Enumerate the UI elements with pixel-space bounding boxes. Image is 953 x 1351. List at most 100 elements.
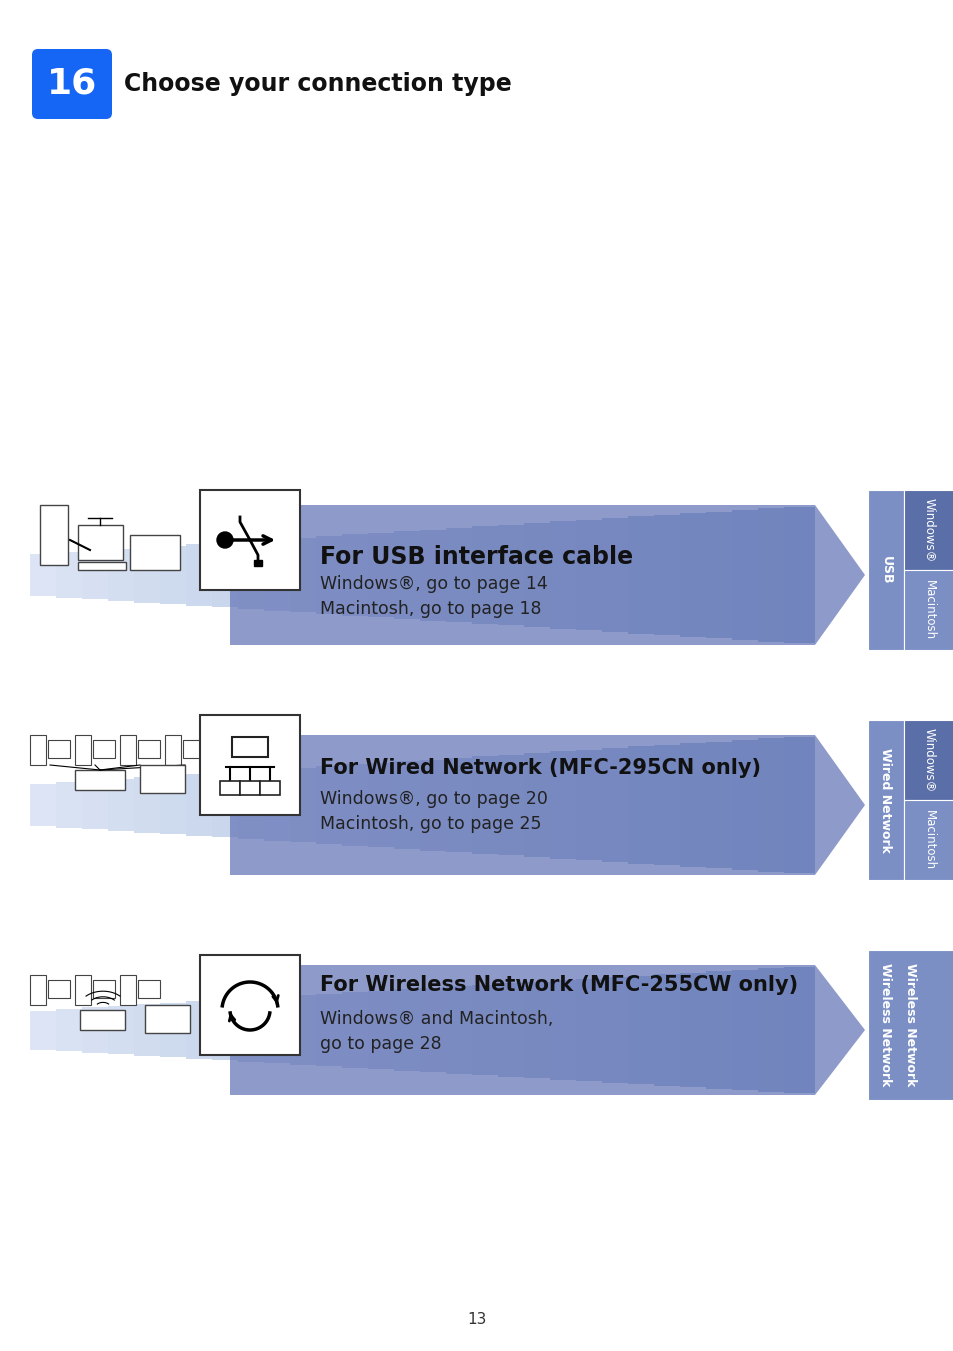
Polygon shape [341, 992, 370, 1067]
Text: Windows®: Windows® [922, 497, 935, 562]
Polygon shape [758, 508, 788, 642]
Polygon shape [654, 515, 683, 635]
Polygon shape [237, 998, 265, 1062]
Text: Macintosh: Macintosh [922, 580, 935, 640]
Polygon shape [315, 766, 344, 844]
Polygon shape [315, 536, 344, 613]
Polygon shape [419, 759, 448, 851]
Text: 13: 13 [467, 1313, 486, 1328]
Text: USB: USB [879, 555, 892, 584]
FancyBboxPatch shape [140, 765, 185, 793]
Polygon shape [290, 996, 317, 1065]
FancyBboxPatch shape [30, 735, 46, 765]
FancyBboxPatch shape [232, 738, 268, 757]
FancyBboxPatch shape [30, 975, 46, 1005]
Polygon shape [419, 530, 448, 620]
Polygon shape [160, 546, 187, 604]
Polygon shape [705, 971, 736, 1089]
Polygon shape [394, 989, 422, 1071]
Polygon shape [133, 547, 161, 603]
Polygon shape [523, 523, 553, 627]
Polygon shape [497, 524, 527, 626]
Polygon shape [108, 780, 134, 831]
Text: Windows® and Macintosh,: Windows® and Macintosh, [319, 1011, 553, 1028]
Polygon shape [679, 743, 710, 867]
FancyBboxPatch shape [165, 735, 181, 765]
Polygon shape [133, 777, 161, 832]
Text: For USB interface cable: For USB interface cable [319, 544, 633, 569]
Polygon shape [341, 535, 370, 616]
Text: Macintosh, go to page 18: Macintosh, go to page 18 [319, 600, 541, 617]
Polygon shape [601, 977, 631, 1084]
FancyBboxPatch shape [78, 526, 123, 561]
Text: go to page 28: go to page 28 [319, 1035, 441, 1052]
FancyBboxPatch shape [78, 562, 126, 570]
FancyBboxPatch shape [145, 1005, 190, 1034]
Polygon shape [731, 509, 761, 640]
FancyBboxPatch shape [40, 505, 68, 565]
FancyBboxPatch shape [260, 781, 280, 794]
Polygon shape [497, 755, 527, 855]
Polygon shape [550, 751, 578, 859]
Polygon shape [601, 517, 631, 632]
FancyBboxPatch shape [867, 950, 953, 1100]
Polygon shape [472, 985, 500, 1075]
FancyBboxPatch shape [92, 740, 115, 758]
Polygon shape [264, 997, 292, 1063]
Circle shape [216, 532, 233, 549]
Polygon shape [82, 551, 109, 600]
Text: 16: 16 [47, 68, 97, 101]
Polygon shape [212, 773, 239, 838]
Polygon shape [576, 978, 605, 1081]
Polygon shape [30, 1011, 56, 1050]
Polygon shape [82, 781, 109, 830]
Polygon shape [654, 974, 683, 1086]
Polygon shape [783, 507, 814, 643]
FancyBboxPatch shape [138, 740, 160, 758]
Polygon shape [576, 750, 605, 861]
Polygon shape [212, 1000, 239, 1061]
Polygon shape [550, 981, 578, 1079]
Text: Macintosh, go to page 25: Macintosh, go to page 25 [319, 815, 541, 834]
Polygon shape [290, 767, 317, 842]
FancyBboxPatch shape [120, 975, 136, 1005]
FancyBboxPatch shape [903, 570, 953, 650]
FancyBboxPatch shape [32, 49, 112, 119]
Polygon shape [550, 521, 578, 628]
FancyBboxPatch shape [80, 1011, 125, 1029]
FancyBboxPatch shape [867, 490, 903, 650]
Polygon shape [230, 965, 814, 1096]
Text: Wireless Network: Wireless Network [879, 963, 892, 1086]
FancyBboxPatch shape [75, 770, 125, 790]
Polygon shape [679, 973, 710, 1088]
FancyBboxPatch shape [200, 490, 299, 590]
Polygon shape [368, 990, 395, 1069]
Text: Choose your connection type: Choose your connection type [124, 72, 511, 96]
FancyBboxPatch shape [130, 535, 180, 570]
Text: Macintosh: Macintosh [922, 811, 935, 870]
Polygon shape [627, 975, 658, 1085]
FancyBboxPatch shape [92, 979, 115, 998]
Polygon shape [230, 735, 814, 875]
Polygon shape [758, 969, 788, 1092]
Polygon shape [814, 965, 864, 1096]
Polygon shape [290, 538, 317, 612]
Polygon shape [315, 994, 344, 1066]
FancyBboxPatch shape [48, 979, 70, 998]
FancyBboxPatch shape [120, 735, 136, 765]
FancyBboxPatch shape [240, 781, 260, 794]
Polygon shape [679, 513, 710, 636]
Text: Wireless Network: Wireless Network [903, 963, 917, 1086]
FancyBboxPatch shape [138, 979, 160, 998]
Polygon shape [472, 757, 500, 854]
Polygon shape [82, 1008, 109, 1052]
Polygon shape [186, 1001, 213, 1059]
Text: Windows®, go to page 20: Windows®, go to page 20 [319, 790, 547, 808]
Polygon shape [237, 540, 265, 609]
Polygon shape [576, 520, 605, 631]
Polygon shape [472, 527, 500, 624]
Polygon shape [419, 988, 448, 1073]
Polygon shape [368, 763, 395, 847]
Polygon shape [446, 528, 475, 621]
Polygon shape [731, 740, 761, 870]
